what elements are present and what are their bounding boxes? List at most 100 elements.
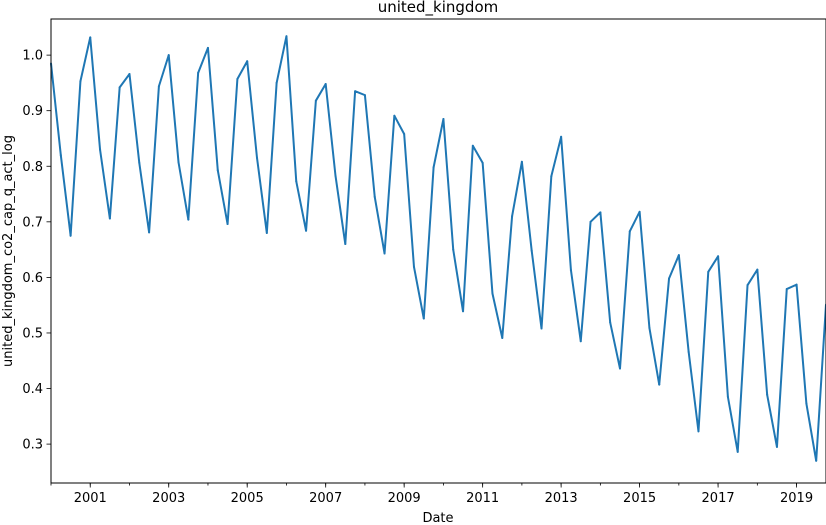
data-point [197,71,200,74]
data-point [511,215,514,218]
x-tick-label: 2009 [388,491,421,506]
data-point [628,230,631,233]
data-point [589,220,592,223]
data-point [305,229,308,232]
data-point [550,175,553,178]
y-tick-label: 0.3 [22,438,43,453]
y-tick-label: 0.6 [22,271,43,286]
data-point [501,336,504,339]
data-point [726,395,729,398]
data-point [452,248,455,251]
data-point [746,284,749,287]
x-tick-label: 2013 [545,491,578,506]
data-point [108,217,111,220]
data-point [491,292,494,295]
data-point [206,46,209,49]
data-point [540,327,543,330]
data-point [530,249,533,252]
data-point [579,340,582,343]
data-point [569,269,572,272]
data-point [658,383,661,386]
x-tick-label: 2005 [231,491,264,506]
series-line [50,35,826,462]
data-point [344,243,347,246]
data-point [412,265,415,268]
data-point [422,317,425,320]
y-tick-label: 0.5 [22,326,43,341]
data-point [216,169,219,172]
data-point [687,350,690,353]
x-tick-label: 2017 [702,491,735,506]
plot-frame [50,18,826,484]
data-point [373,195,376,198]
data-point [736,450,739,453]
data-point [599,211,602,214]
data-point [363,94,366,97]
data-point [79,80,82,83]
data-point [187,218,190,221]
y-tick-label: 0.8 [22,160,43,175]
data-point [638,210,641,213]
data-point [265,231,268,234]
chart-title: united_kingdom [378,0,499,17]
x-tick-label: 2001 [74,491,107,506]
x-tick-label: 2019 [780,491,813,506]
y-axis-title: united_kingdom_co2_cap_q_act_log [1,135,16,367]
data-point [520,160,523,163]
y-axis-ticks: 0.3 0.4 0.5 0.6 0.7 0.8 0.9 1.0 [22,49,51,453]
data-point [295,180,298,183]
data-point [314,99,317,102]
data-point [471,144,474,147]
data-point [167,54,170,57]
data-point [795,283,798,286]
data-point [285,35,288,38]
x-axis-title: Date [422,511,453,525]
y-tick-label: 1.0 [22,49,43,64]
data-point [59,154,62,157]
data-point [354,90,357,93]
data-point [717,255,720,258]
plot-area [50,35,826,462]
data-point [334,174,337,177]
data-point [648,326,651,329]
data-point [481,161,484,164]
data-point [138,161,141,164]
data-point [383,252,386,255]
data-point [99,148,102,151]
data-point [246,60,249,63]
x-tick-label: 2007 [309,491,342,506]
data-point [226,223,229,226]
data-point [118,86,121,89]
data-point [324,83,327,86]
y-tick-label: 0.9 [22,104,43,119]
data-point [707,270,710,273]
data-point [766,393,769,396]
x-tick-label: 2015 [623,491,656,506]
x-axis-ticks: 2001 2003 2005 2007 2009 2011 2013 2015 2017 2019 [50,483,813,506]
data-point [609,321,612,324]
data-point [785,288,788,291]
data-point [775,445,778,448]
data-point [815,459,818,462]
y-tick-label: 0.7 [22,215,43,230]
data-point [805,402,808,405]
data-point [668,277,671,280]
data-point [128,73,131,76]
data-point [462,310,465,313]
x-tick-label: 2011 [466,491,499,506]
data-point [403,133,406,136]
data-point [157,85,160,88]
x-tick-label: 2003 [152,491,185,506]
data-point [756,268,759,271]
data-point [275,81,278,84]
data-point [697,430,700,433]
data-point [677,254,680,257]
y-tick-label: 0.4 [22,382,43,397]
data-point [177,161,180,164]
data-point [442,118,445,121]
data-point [618,367,621,370]
data-point [393,114,396,117]
data-point [148,231,151,234]
data-point [236,78,239,81]
